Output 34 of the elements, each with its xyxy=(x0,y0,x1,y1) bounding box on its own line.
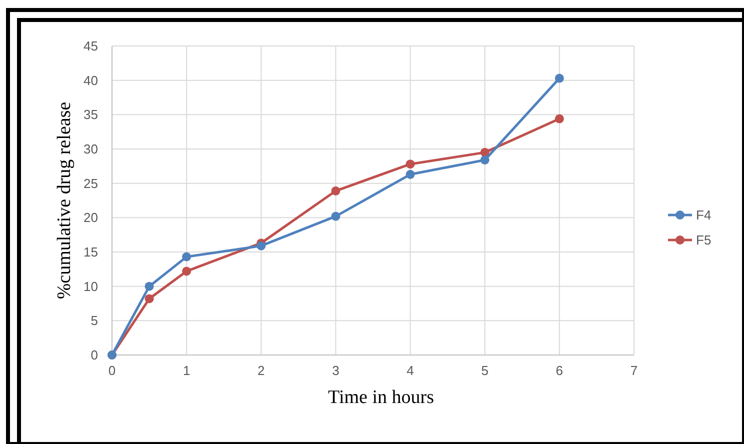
x-tick-label: 0 xyxy=(108,363,116,378)
y-axis-title: %cumulative drug release xyxy=(54,102,75,300)
point xyxy=(406,170,415,179)
y-tick-label: 0 xyxy=(90,348,98,363)
point xyxy=(331,186,340,196)
x-tick-label: 7 xyxy=(630,363,638,378)
point xyxy=(331,212,340,221)
legend-label: F5 xyxy=(696,232,712,248)
y-tick-label: 30 xyxy=(84,142,98,157)
point xyxy=(182,252,192,262)
x-tick-label: 2 xyxy=(258,363,265,378)
y-tick-label: 25 xyxy=(84,176,98,191)
x-tick-label: 6 xyxy=(556,363,564,378)
x-tick-label: 5 xyxy=(481,363,488,378)
point xyxy=(406,160,415,169)
x-tick-label: 4 xyxy=(406,363,414,378)
y-tick-label: 15 xyxy=(84,244,98,260)
point xyxy=(182,266,192,276)
x-tick-label: 3 xyxy=(332,363,340,378)
y-tick-label: 5 xyxy=(90,313,98,328)
y-tick-label: 45 xyxy=(84,38,98,54)
point xyxy=(144,294,154,304)
legend-label: F4 xyxy=(696,208,712,223)
y-tick-label: 40 xyxy=(84,72,98,88)
y-tick-label: 10 xyxy=(84,278,98,294)
x-axis-title: Time in hours xyxy=(328,387,434,408)
y-tick-label: 20 xyxy=(84,210,98,226)
y-tick-label: 35 xyxy=(84,107,98,122)
x-tick-label: 1 xyxy=(182,363,190,378)
point xyxy=(554,114,564,124)
point xyxy=(554,74,564,83)
point xyxy=(144,282,154,291)
point xyxy=(480,155,490,164)
point xyxy=(256,241,266,250)
